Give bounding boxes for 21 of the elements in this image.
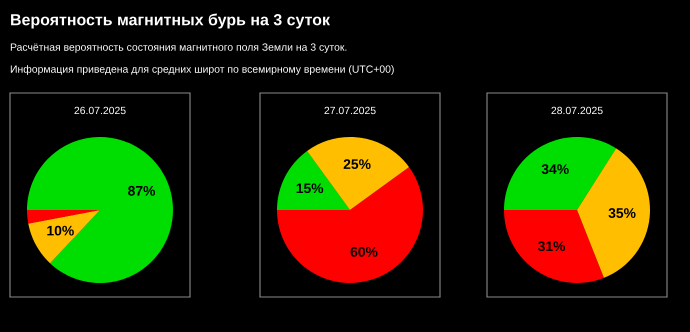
text: Вероятность магнитных бурь на 3 суток bbox=[11, 13, 330, 29]
chart-title: 27.07.2025 bbox=[324, 106, 376, 114]
data-label: 87% bbox=[128, 186, 156, 196]
pie-slice bbox=[504, 137, 616, 210]
chart-title: 26.07.2025 bbox=[74, 106, 126, 114]
data-label: 35% bbox=[608, 208, 636, 218]
text: Расчётная вероятность состояния магнитного поля Земли на 3 суток. bbox=[10, 43, 346, 53]
pie-slice bbox=[27, 137, 173, 283]
pie-slice bbox=[504, 210, 604, 283]
pie-slice bbox=[577, 148, 650, 278]
pie-slice bbox=[28, 210, 100, 264]
data-label: 34% bbox=[542, 164, 569, 174]
data-label: 60% bbox=[350, 246, 378, 257]
pie-slice bbox=[277, 167, 423, 283]
pie-slice bbox=[27, 210, 100, 224]
data-label: 15% bbox=[296, 183, 324, 194]
data-label: 25% bbox=[344, 159, 371, 170]
data-label: 10% bbox=[47, 226, 74, 236]
data-label: 31% bbox=[538, 241, 566, 252]
chart-title: 28.07.2025 bbox=[551, 106, 603, 114]
text: Информация приведена для средних широт по всемирному времени (UTC+00) bbox=[10, 65, 394, 75]
